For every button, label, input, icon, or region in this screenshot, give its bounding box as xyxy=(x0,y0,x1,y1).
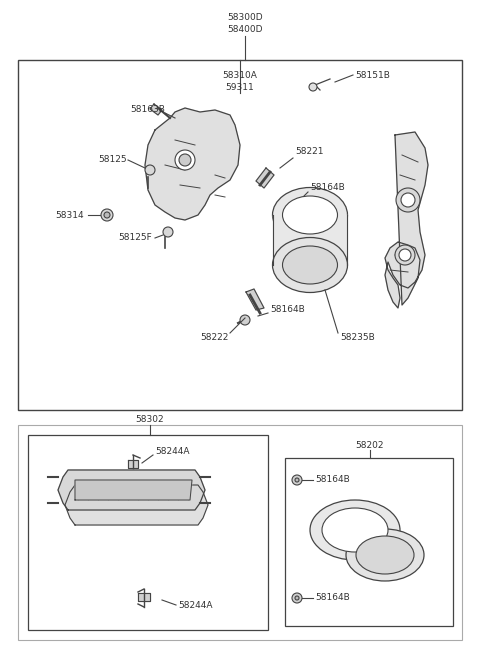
Text: 58164B: 58164B xyxy=(310,183,345,193)
Circle shape xyxy=(145,165,155,175)
Text: 58302: 58302 xyxy=(136,415,164,424)
Text: 58222: 58222 xyxy=(200,334,228,342)
Circle shape xyxy=(163,227,173,237)
Text: 58125: 58125 xyxy=(98,156,127,164)
Bar xyxy=(28,435,268,630)
Text: 58244A: 58244A xyxy=(155,447,190,457)
Text: 58400D: 58400D xyxy=(227,26,263,35)
Polygon shape xyxy=(273,215,347,265)
Circle shape xyxy=(295,478,299,482)
Text: 58151B: 58151B xyxy=(355,70,390,79)
Bar xyxy=(18,60,462,410)
Ellipse shape xyxy=(283,246,337,284)
Polygon shape xyxy=(128,460,138,468)
Ellipse shape xyxy=(273,187,348,242)
Text: 58125F: 58125F xyxy=(118,233,152,242)
Text: 58164B: 58164B xyxy=(270,306,305,315)
Polygon shape xyxy=(150,104,162,115)
Circle shape xyxy=(101,209,113,221)
Polygon shape xyxy=(58,470,205,510)
Circle shape xyxy=(179,154,191,166)
Ellipse shape xyxy=(273,237,348,292)
Bar xyxy=(285,458,453,626)
Polygon shape xyxy=(75,480,192,500)
Circle shape xyxy=(295,596,299,600)
Circle shape xyxy=(175,150,195,170)
Text: 58221: 58221 xyxy=(295,148,324,156)
Circle shape xyxy=(309,83,317,91)
Polygon shape xyxy=(145,108,240,220)
Text: 58202: 58202 xyxy=(356,440,384,449)
Ellipse shape xyxy=(346,529,424,581)
Polygon shape xyxy=(65,485,208,525)
Text: 58164B: 58164B xyxy=(315,476,350,484)
Circle shape xyxy=(104,212,110,218)
Text: 58244A: 58244A xyxy=(178,600,213,610)
Circle shape xyxy=(396,188,420,212)
Circle shape xyxy=(292,593,302,603)
Text: 58235B: 58235B xyxy=(340,334,375,342)
Polygon shape xyxy=(138,593,150,601)
Polygon shape xyxy=(256,168,274,188)
Polygon shape xyxy=(385,132,428,308)
Ellipse shape xyxy=(322,508,388,552)
Text: 58300D: 58300D xyxy=(227,14,263,22)
Bar xyxy=(18,425,462,640)
Circle shape xyxy=(240,315,250,325)
Text: 58314: 58314 xyxy=(55,210,84,219)
Ellipse shape xyxy=(310,500,400,560)
Circle shape xyxy=(395,245,415,265)
Text: 58310A: 58310A xyxy=(223,70,257,79)
Ellipse shape xyxy=(283,196,337,234)
Text: 59311: 59311 xyxy=(226,83,254,91)
Circle shape xyxy=(292,475,302,485)
Text: 58163B: 58163B xyxy=(130,106,165,114)
Circle shape xyxy=(399,249,411,261)
Ellipse shape xyxy=(356,536,414,574)
Polygon shape xyxy=(246,289,264,310)
Circle shape xyxy=(401,193,415,207)
Text: 58164B: 58164B xyxy=(315,593,350,602)
